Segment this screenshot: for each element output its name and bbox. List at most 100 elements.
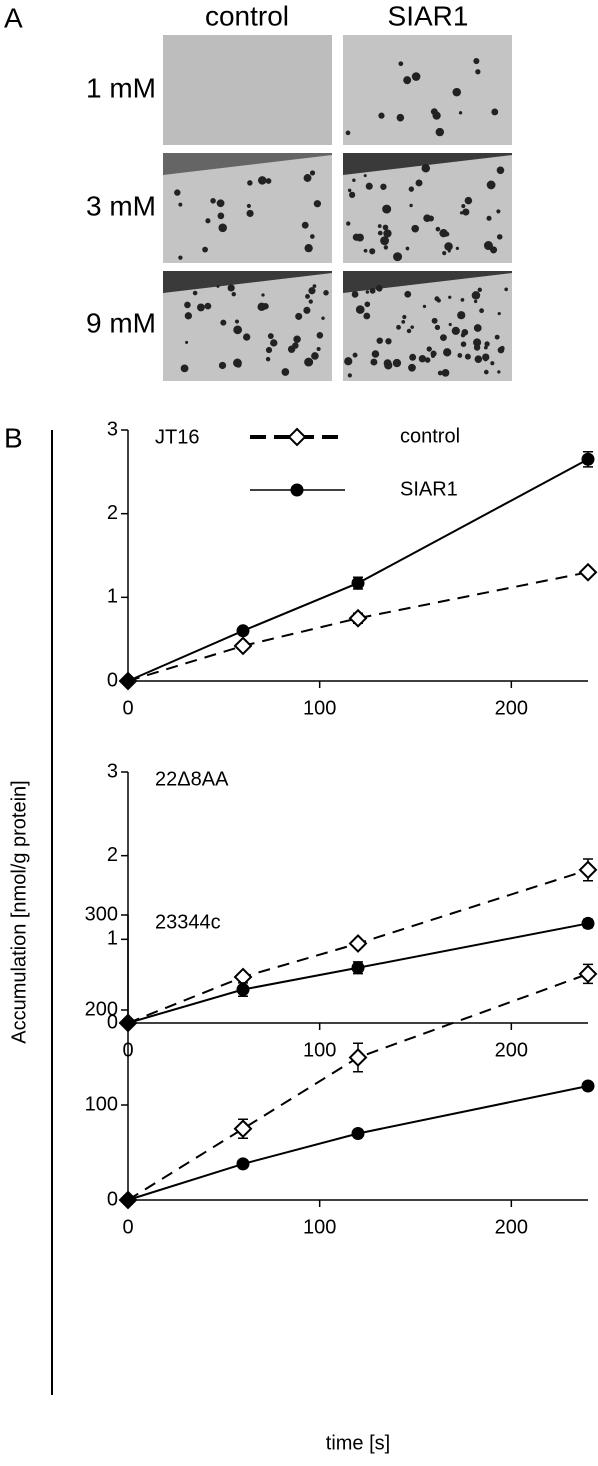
plate-photos <box>163 35 512 381</box>
colony <box>432 111 441 120</box>
plate-edge <box>163 153 332 175</box>
colony <box>352 352 358 358</box>
x-axis-label: time [s] <box>326 1432 390 1454</box>
marker <box>121 1193 135 1207</box>
x-tick-label: 0 <box>122 1216 133 1238</box>
colony <box>452 87 462 97</box>
colony <box>258 176 267 185</box>
colony <box>265 356 271 362</box>
colony <box>385 338 392 345</box>
colony <box>474 355 483 363</box>
legend-marker <box>287 427 307 447</box>
colony <box>461 328 469 336</box>
colony <box>437 370 443 376</box>
colony <box>404 290 412 298</box>
colony <box>351 291 359 298</box>
y-axis-label: Accumulation [nmol/g protein] <box>8 780 30 1043</box>
colony <box>352 178 356 182</box>
colony <box>442 251 447 256</box>
colony <box>435 127 445 137</box>
colony <box>210 198 216 204</box>
colony <box>398 61 404 67</box>
y-tick-label: 100 <box>85 1093 118 1115</box>
colony <box>383 229 392 238</box>
colony <box>405 246 410 251</box>
colony <box>303 174 312 182</box>
colony <box>308 299 313 304</box>
colony <box>443 348 452 357</box>
colony <box>185 340 189 344</box>
colony <box>496 209 501 214</box>
y-tick-label: 200 <box>85 998 118 1020</box>
y-tick-label: 2 <box>107 844 118 866</box>
colony <box>483 241 493 251</box>
y-tick-label: 0 <box>107 1188 118 1210</box>
y-tick-label: 3 <box>107 418 118 440</box>
marker <box>121 674 135 688</box>
colony <box>174 189 181 196</box>
x-tick-label: 100 <box>303 1039 336 1061</box>
marker <box>348 608 368 628</box>
colony <box>313 200 322 208</box>
marker <box>578 562 598 582</box>
colony <box>380 183 387 190</box>
colony <box>401 319 406 324</box>
colony <box>363 248 368 253</box>
plate-photo <box>343 35 512 145</box>
colony <box>411 224 420 233</box>
y-tick-label: 2 <box>107 502 118 524</box>
colony <box>455 246 459 250</box>
series-line <box>127 868 589 1024</box>
legend-label: SIAR1 <box>400 478 458 500</box>
marker <box>236 624 250 638</box>
series-line <box>127 972 589 1201</box>
colony <box>231 292 236 297</box>
colony <box>312 284 317 289</box>
colony <box>380 236 390 246</box>
colony <box>435 226 441 232</box>
colony <box>403 76 412 85</box>
colony <box>184 301 191 309</box>
colony <box>457 311 466 320</box>
colony <box>180 364 189 373</box>
colony <box>471 291 481 300</box>
colony <box>316 346 321 352</box>
legend-marker <box>290 483 304 497</box>
colony <box>345 130 351 136</box>
colony <box>392 358 402 368</box>
colony <box>448 295 452 299</box>
colony <box>205 218 211 224</box>
colony <box>311 352 319 360</box>
marker <box>581 452 595 466</box>
colony <box>421 164 431 173</box>
colony <box>490 361 495 366</box>
colony <box>356 233 364 242</box>
marker <box>233 1119 253 1139</box>
colony <box>287 345 296 353</box>
colony <box>427 215 434 222</box>
colony <box>415 179 423 187</box>
marker <box>236 1157 250 1171</box>
colony <box>247 180 253 186</box>
colony <box>409 353 417 361</box>
colony <box>235 361 242 368</box>
colony <box>406 328 412 334</box>
colony <box>347 188 352 193</box>
colony <box>265 178 272 184</box>
colony <box>197 303 205 312</box>
colony <box>424 357 431 363</box>
marker <box>236 983 250 997</box>
row-label: 3 mM <box>86 190 156 221</box>
colony <box>382 204 392 214</box>
colony <box>369 248 376 255</box>
colony <box>375 284 383 292</box>
colony <box>321 316 325 320</box>
colony <box>448 322 452 327</box>
colony <box>295 312 303 320</box>
colony <box>426 346 432 352</box>
colony <box>246 203 251 209</box>
colony <box>430 353 436 358</box>
column-label: control <box>205 0 289 31</box>
y-tick-label: 0 <box>107 669 118 691</box>
colony <box>396 113 405 122</box>
